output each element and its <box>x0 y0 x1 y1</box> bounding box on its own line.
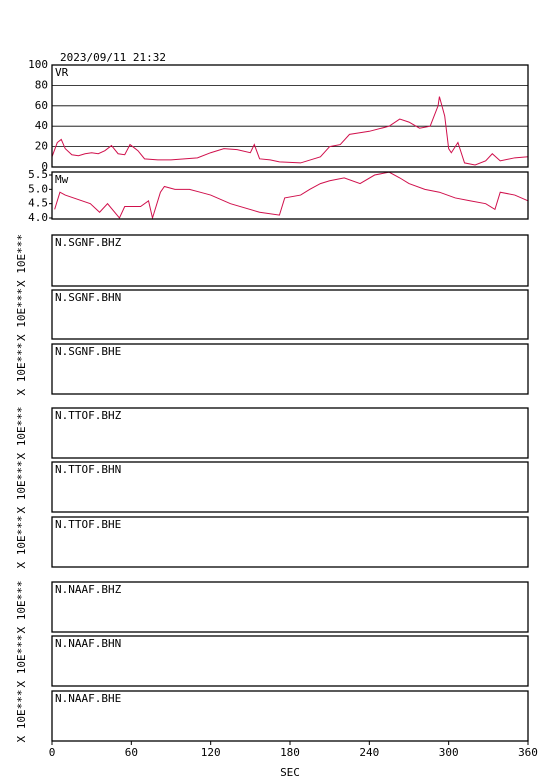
panel-frame <box>51 289 529 340</box>
panel-label: N.SGNF.BHE <box>55 345 121 358</box>
panel-frame <box>51 581 529 633</box>
panel-frame <box>51 690 529 742</box>
panel-frame <box>51 516 529 568</box>
panel-label: N.NAAF.BHE <box>55 692 121 705</box>
y-tick-label: 5.0 <box>28 182 48 195</box>
y-tick-label: 4.0 <box>28 211 48 224</box>
data-line <box>51 96 529 166</box>
y-tick-label: 4.5 <box>28 197 48 210</box>
panel-label: Mw <box>55 173 69 186</box>
scale-label: X 10E*** <box>15 343 28 396</box>
panel-label: N.SGNF.BHN <box>55 291 121 304</box>
y-tick-label: 80 <box>35 78 48 91</box>
panel-frame <box>51 234 529 287</box>
data-line <box>54 171 529 220</box>
x-tick-label: 240 <box>359 746 379 759</box>
scale-label: X 10E*** <box>15 234 28 287</box>
y-tick-label: 20 <box>35 140 48 153</box>
y-tick-label: 5.5 <box>28 168 48 181</box>
panel-label: N.NAAF.BHZ <box>55 583 122 596</box>
panel-frame <box>51 171 529 220</box>
panel-frame <box>51 461 529 513</box>
panel-label: VR <box>55 66 69 79</box>
x-tick-label: 180 <box>280 746 300 759</box>
scale-label: X 10E*** <box>15 407 28 460</box>
panel-label: N.TTOF.BHZ <box>55 409 122 422</box>
scale-label: X 10E*** <box>15 516 28 569</box>
panel-label: N.TTOF.BHE <box>55 518 121 531</box>
scale-label: X 10E*** <box>15 581 28 634</box>
y-tick-label: 60 <box>35 99 48 112</box>
x-tick-label: 120 <box>201 746 221 759</box>
panel-frame <box>51 64 529 168</box>
panel-frame <box>51 635 529 687</box>
panel-label: N.SGNF.BHZ <box>55 236 122 249</box>
x-tick-label: 360 <box>518 746 538 759</box>
scale-label: X 10E*** <box>15 635 28 688</box>
x-tick-label: 60 <box>125 746 138 759</box>
panel-frame <box>51 343 529 395</box>
y-tick-label: 100 <box>28 58 48 71</box>
scale-label: X 10E*** <box>15 288 28 341</box>
timestamp: 2023/09/11 21:32 <box>60 51 166 64</box>
x-tick-label: 0 <box>49 746 56 759</box>
panel-frame <box>51 407 529 459</box>
x-tick-label: 300 <box>439 746 459 759</box>
panel-label: N.TTOF.BHN <box>55 463 121 476</box>
y-tick-label: 40 <box>35 119 48 132</box>
scale-label: X 10E*** <box>15 461 28 514</box>
y-tick-label: 0 <box>41 160 48 173</box>
panel-label: N.NAAF.BHN <box>55 637 121 650</box>
scale-label: X 10E*** <box>15 690 28 743</box>
x-axis-label: SEC <box>280 766 300 779</box>
